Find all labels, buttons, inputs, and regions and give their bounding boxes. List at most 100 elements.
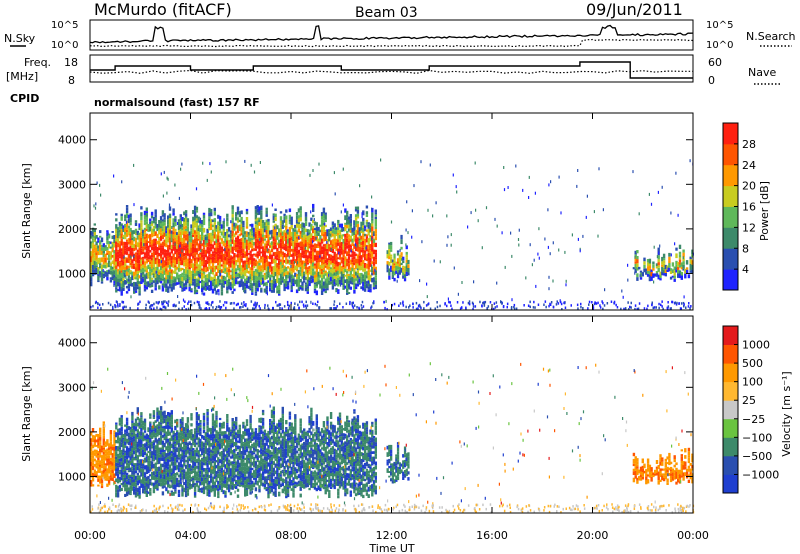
echo-cell	[208, 266, 211, 270]
echo-cell	[91, 236, 95, 239]
echo-cell	[106, 270, 109, 273]
echo-cell	[174, 461, 177, 466]
echo-cell	[340, 242, 343, 247]
echo-cell	[142, 261, 145, 265]
ground-scatter-cell	[193, 301, 196, 305]
echo-cell	[159, 228, 163, 233]
echo-cell	[356, 283, 360, 287]
echo-cell	[260, 246, 263, 249]
echo-cell	[247, 257, 250, 262]
ground-scatter-cell	[690, 305, 692, 308]
echo-cell	[116, 478, 120, 484]
echo-cell	[177, 282, 181, 285]
ground-scatter-cell	[288, 304, 290, 308]
echo-cell	[236, 249, 240, 254]
echo-cell	[224, 232, 227, 236]
echo-cell	[371, 244, 374, 248]
echo-cell	[184, 259, 188, 263]
echo-cell	[294, 224, 297, 229]
echo-cell	[201, 272, 204, 276]
echo-cell	[236, 235, 240, 240]
echo-cell	[267, 250, 270, 254]
echo-cell	[115, 284, 118, 288]
ground-scatter-cell	[402, 300, 404, 304]
echo-cell	[99, 464, 102, 467]
echo-cell	[274, 228, 277, 233]
echo-cell	[115, 261, 118, 266]
echo-cell	[269, 264, 272, 267]
echo-cell	[240, 229, 243, 233]
echo-cell	[102, 449, 105, 452]
echo-cell	[186, 488, 190, 493]
echo-cell	[190, 228, 193, 231]
echo-cell	[183, 469, 186, 474]
echo-cell	[204, 262, 207, 265]
echo-cell	[295, 274, 299, 277]
echo-cell	[217, 231, 220, 236]
echo-cell	[184, 423, 188, 428]
echo-cell	[111, 457, 114, 463]
echo-cell	[371, 247, 374, 252]
echo-cell	[400, 262, 403, 266]
ground-scatter-cell	[167, 304, 169, 307]
echo-cell	[233, 271, 236, 277]
echo-cell	[247, 247, 250, 251]
echo-cell	[124, 493, 127, 497]
echo-cell	[138, 223, 141, 228]
ground-scatter-cell	[183, 305, 185, 308]
echo-cell	[671, 275, 675, 278]
echo-cell	[159, 273, 163, 278]
colorbar-tick-label: 24	[742, 159, 756, 172]
echo-cell	[324, 255, 327, 260]
freq-trace	[90, 61, 693, 79]
echo-cell	[279, 245, 283, 249]
echo-cell	[324, 282, 327, 286]
echo-cell	[134, 495, 138, 498]
echo-cell	[113, 459, 116, 464]
echo-cell	[304, 234, 308, 238]
echo-cell	[136, 252, 139, 256]
echo-cell	[258, 244, 261, 249]
echo-cell	[140, 246, 143, 249]
echo-cell	[201, 453, 204, 456]
echo-cell	[215, 265, 218, 270]
ground-scatter-cell	[245, 303, 247, 306]
echo-cell	[156, 263, 159, 267]
ground-scatter-cell	[506, 302, 509, 306]
echo-cell	[195, 252, 199, 255]
echo-cell	[639, 272, 643, 278]
echo-cell	[204, 269, 207, 273]
ground-scatter-cell	[651, 301, 653, 304]
echo-cell	[99, 460, 102, 465]
echo-cell	[122, 241, 125, 246]
echo-cell	[388, 268, 391, 272]
echo-cell	[165, 239, 168, 244]
echo-cell	[285, 260, 288, 265]
echo-cell	[297, 263, 301, 268]
echo-cell	[342, 264, 345, 268]
echo-cell	[133, 456, 136, 461]
echo-cell	[174, 265, 177, 268]
echo-cell	[124, 231, 127, 235]
echo-cell	[208, 260, 211, 264]
echo-cell	[256, 261, 259, 265]
echo-cell	[177, 480, 181, 483]
echo-cell	[295, 248, 299, 251]
speckle-echo	[427, 208, 429, 212]
echo-cell	[161, 234, 165, 239]
echo-cell	[116, 242, 120, 248]
echo-cell	[131, 434, 134, 438]
ground-scatter-cell	[627, 301, 629, 304]
echo-cell	[391, 277, 394, 279]
echo-cell	[159, 277, 163, 281]
echo-cell	[136, 459, 139, 463]
echo-cell	[122, 234, 125, 238]
echo-cell	[231, 273, 234, 278]
echo-cell	[655, 266, 659, 269]
echo-cell	[122, 283, 125, 288]
echo-cell	[95, 460, 98, 463]
echo-cell	[143, 438, 147, 441]
echo-cell	[279, 225, 283, 228]
echo-cell	[129, 217, 132, 223]
echo-cell	[129, 460, 132, 465]
